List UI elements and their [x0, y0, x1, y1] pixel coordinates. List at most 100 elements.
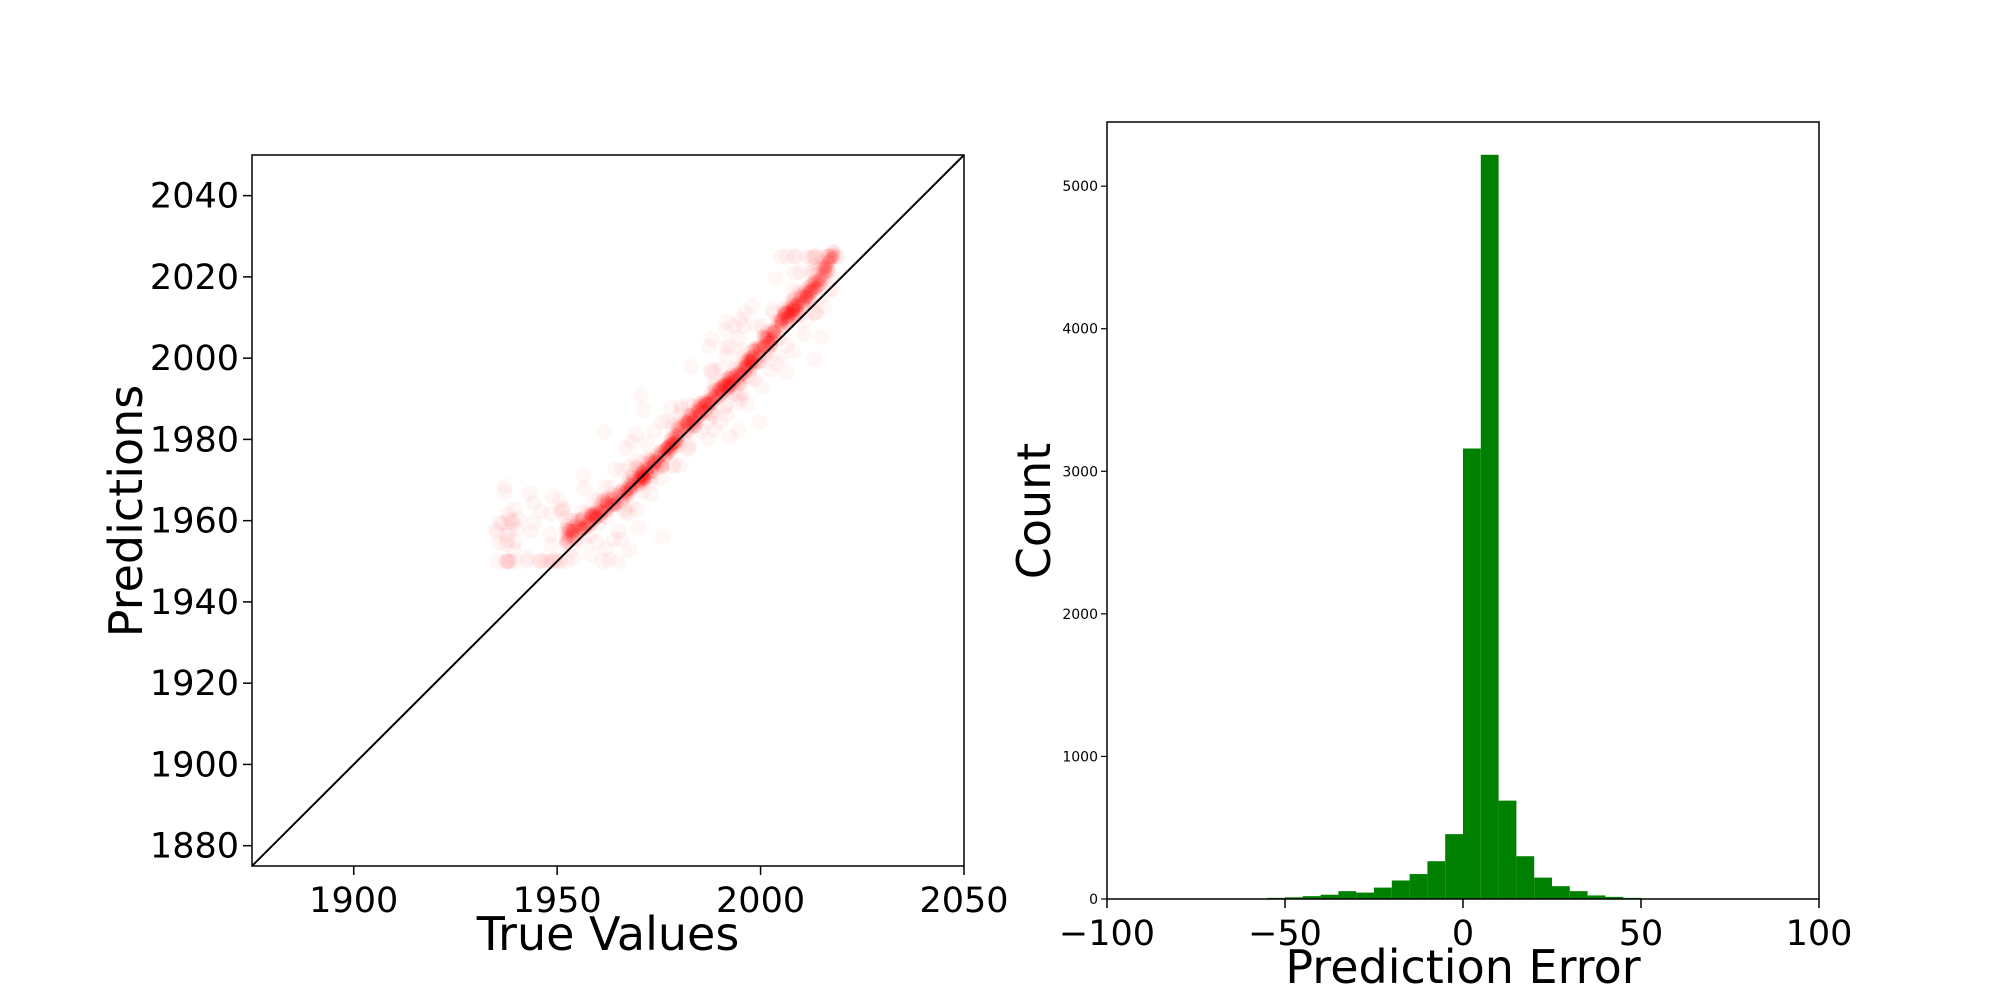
histogram-bar	[1498, 800, 1517, 899]
scatter-point	[566, 523, 581, 538]
scatter-point	[802, 290, 817, 305]
scatter-point	[697, 394, 712, 409]
scatter-point	[763, 323, 778, 338]
scatter-point	[783, 304, 798, 319]
scatter-point	[779, 316, 794, 331]
scatter-point	[753, 355, 768, 370]
scatter-point	[726, 376, 741, 391]
scatter-point	[774, 318, 789, 333]
scatter-point	[682, 413, 697, 428]
scatter-point	[682, 411, 697, 426]
scatter-point	[720, 375, 735, 390]
scatter-point	[756, 329, 771, 344]
scatter-point	[558, 534, 573, 549]
scatter-point	[773, 313, 788, 328]
scatter-point	[786, 303, 801, 318]
scatter-point	[703, 385, 718, 400]
scatter-point	[812, 260, 827, 275]
scatter-point	[687, 404, 702, 419]
scatter-point	[790, 296, 805, 311]
scatter-point	[758, 331, 773, 346]
scatter-point	[760, 334, 775, 349]
scatter-point	[707, 392, 722, 407]
scatter-point	[817, 258, 832, 273]
scatter-point	[722, 370, 737, 385]
scatter-point	[574, 520, 589, 535]
scatter-point	[756, 339, 771, 354]
scatter-point	[767, 325, 782, 340]
scatter-point	[576, 517, 591, 532]
scatter-point	[669, 420, 684, 435]
scatter-point	[583, 509, 598, 524]
scatter-point	[660, 445, 675, 460]
scatter-point	[813, 272, 828, 287]
scatter-point	[789, 299, 804, 314]
scatter-point	[584, 516, 599, 531]
scatter-point	[787, 303, 802, 318]
scatter-point	[785, 298, 800, 313]
scatter-point	[809, 280, 824, 295]
histogram-y-tick-label: 0	[1089, 892, 1098, 908]
scatter-point	[780, 305, 795, 320]
scatter-point	[775, 312, 790, 327]
scatter-point	[687, 419, 702, 434]
scatter-point	[583, 507, 598, 522]
scatter-point	[640, 449, 655, 464]
scatter-point	[638, 434, 654, 450]
scatter-point	[505, 513, 521, 529]
scatter-point	[752, 347, 767, 362]
scatter-point	[795, 294, 810, 309]
scatter-point	[652, 448, 667, 463]
scatter-point	[658, 449, 673, 464]
scatter-point	[681, 407, 696, 422]
scatter-point	[566, 529, 581, 544]
scatter-point	[596, 504, 611, 519]
scatter-point	[817, 262, 832, 277]
scatter-point	[815, 267, 830, 282]
scatter-point	[589, 510, 604, 525]
scatter-point	[803, 286, 818, 301]
scatter-point	[800, 285, 815, 300]
scatter-point	[585, 507, 600, 522]
scatter-point	[759, 330, 774, 345]
scatter-point	[598, 502, 613, 517]
scatter-point	[762, 327, 777, 342]
scatter-point	[617, 490, 632, 505]
histogram-bar	[1374, 887, 1392, 899]
scatter-point	[812, 277, 827, 292]
scatter-y-ticks: 1880 1900 1920 1940 1960 1980 2000 2020 2040	[150, 177, 252, 867]
scatter-y-tick-label: 2040	[150, 177, 239, 217]
scatter-point	[635, 401, 651, 417]
scatter-point	[645, 456, 660, 471]
scatter-point	[813, 273, 828, 288]
scatter-point	[563, 528, 578, 543]
scatter-point	[789, 298, 804, 313]
scatter-point	[595, 500, 610, 515]
scatter-point	[782, 308, 797, 323]
scatter-point	[667, 427, 682, 442]
histogram-bar	[1569, 891, 1588, 899]
scatter-point	[766, 326, 781, 341]
scatter-point	[663, 430, 678, 445]
scatter-point	[728, 370, 743, 385]
scatter-point	[756, 339, 771, 354]
scatter-point	[804, 285, 819, 300]
scatter-point	[789, 297, 804, 312]
scatter-point	[676, 419, 691, 434]
scatter-point	[759, 331, 774, 346]
scatter-point	[559, 531, 574, 546]
scatter-point	[794, 289, 809, 304]
histogram-bar	[1302, 896, 1321, 899]
scatter-point	[763, 338, 778, 353]
scatter-point	[722, 380, 737, 395]
scatter-point	[702, 392, 717, 407]
scatter-plot-frame	[251, 154, 965, 867]
scatter-point	[722, 378, 737, 393]
scatter-point	[672, 457, 688, 473]
scatter-point	[801, 280, 816, 295]
scatter-chart: 1900 1950 2000 2050 1880 1900 1920 1940 1960 198…	[99, 154, 1009, 961]
scatter-point	[633, 469, 648, 484]
histogram-bar	[1587, 895, 1606, 899]
scatter-point	[672, 427, 687, 442]
scatter-point	[813, 329, 829, 345]
